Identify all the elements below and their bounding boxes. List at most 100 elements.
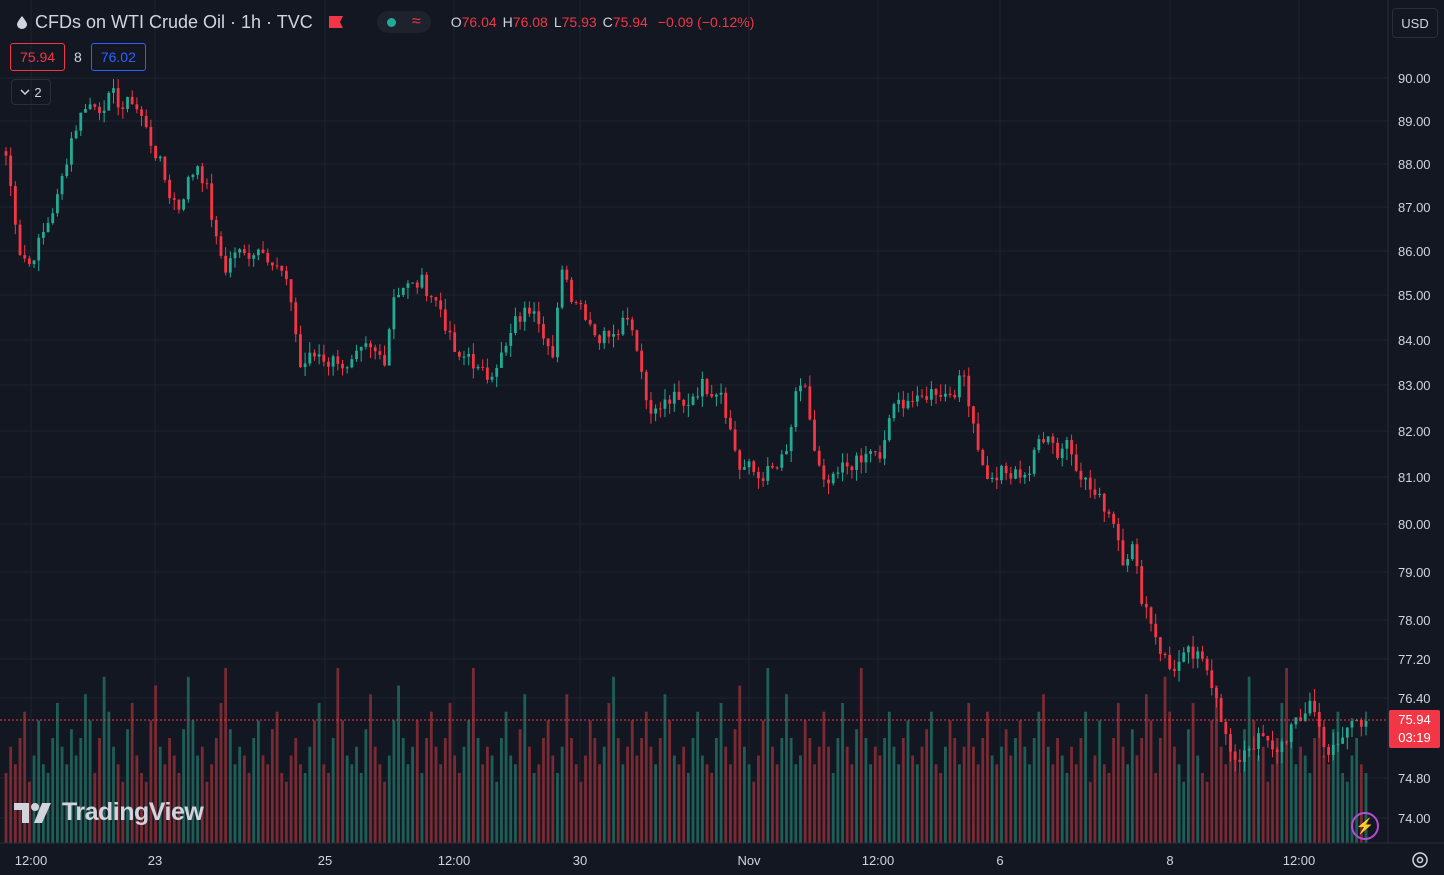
candle-body: [892, 404, 896, 419]
volume-bar: [542, 738, 545, 843]
volume-bar: [1229, 738, 1232, 843]
y-tick-label: 82.00: [1398, 424, 1431, 439]
volume-bar: [1275, 738, 1279, 843]
candle-body: [112, 88, 115, 93]
volume-bar: [462, 746, 466, 843]
volume-bar: [808, 738, 812, 843]
tradingview-logo[interactable]: TradingView: [14, 798, 204, 827]
candle-body: [60, 175, 64, 195]
candle-body: [542, 324, 545, 339]
candle-body: [733, 429, 737, 451]
settings-icon[interactable]: [1410, 850, 1430, 870]
volume-bar: [471, 668, 475, 843]
candle-body: [355, 350, 358, 360]
volume-bar: [186, 676, 190, 843]
volume-bar: [1289, 729, 1293, 843]
indicators-toggle[interactable]: 2: [11, 79, 51, 105]
flag-icon[interactable]: [327, 15, 345, 29]
candle-body: [238, 249, 242, 253]
candle-body: [1243, 750, 1246, 762]
volume-bar: [1154, 773, 1158, 843]
volume-bar: [570, 738, 573, 843]
candle-body: [869, 451, 873, 454]
candle-body: [1210, 670, 1214, 688]
candle-body: [378, 351, 382, 355]
candle-body: [864, 453, 868, 463]
candle-body: [266, 252, 270, 263]
price-axis[interactable]: 90.00 89.00 88.00 87.00 86.00 85.00 84.00 83.00…: [1398, 71, 1431, 826]
candle-body: [434, 297, 438, 301]
volume-bar: [588, 720, 592, 843]
volume-bar: [691, 738, 695, 843]
lightning-icon[interactable]: ⚡: [1351, 812, 1379, 840]
volume-bar: [1023, 746, 1027, 843]
x-tick-label: Nov: [737, 853, 761, 868]
volume-bar: [579, 781, 583, 843]
candle-body: [252, 255, 256, 259]
candle-body: [158, 156, 162, 159]
candle-body: [205, 183, 209, 185]
y-tick-label: 90.00: [1398, 71, 1431, 86]
candle-body: [644, 371, 648, 401]
volume-bar: [1107, 773, 1111, 843]
volume-bar: [574, 764, 578, 843]
candle-body: [439, 300, 443, 310]
volume-bar: [485, 746, 489, 843]
volume-bar: [616, 738, 620, 843]
volume-bar: [429, 711, 433, 843]
candle-body: [873, 451, 877, 453]
market-status-pill[interactable]: ≈: [376, 11, 431, 33]
volume-bar: [299, 764, 302, 843]
volume-bar: [191, 720, 195, 843]
candle-body: [4, 151, 8, 156]
volume-bar: [906, 720, 910, 843]
volume-bar: [341, 720, 344, 843]
candle-body: [677, 391, 681, 400]
last-price-label: 75.94 03:19: [1389, 710, 1440, 748]
volume-bar: [205, 781, 209, 843]
candle-body: [1172, 668, 1176, 671]
volume-bar: [130, 703, 134, 843]
currency-button[interactable]: USD: [1392, 8, 1438, 38]
candle-body: [1196, 651, 1200, 659]
candle-body: [13, 186, 17, 225]
volume-bar: [929, 711, 933, 843]
candle-body: [981, 449, 985, 466]
candle-body: [387, 329, 391, 366]
volume-bar: [1079, 738, 1083, 843]
y-tick-label: 77.20: [1398, 652, 1431, 667]
time-axis[interactable]: 12:00 23 25 12:00 30 Nov 12:00 6 8 12:00: [15, 853, 1316, 868]
volume-bar: [869, 764, 873, 843]
candle-body: [1187, 646, 1190, 653]
buy-button[interactable]: 76.02: [90, 43, 146, 71]
candle-body: [1084, 477, 1087, 480]
candle-body: [799, 385, 802, 392]
sell-button[interactable]: 75.94: [10, 43, 66, 71]
candle-body: [154, 145, 157, 159]
candle-body: [1028, 473, 1031, 475]
candle-body: [743, 467, 746, 470]
volume-bar: [934, 764, 938, 843]
volume-bar: [565, 694, 569, 843]
candle-body: [191, 174, 195, 178]
volume-bar: [378, 764, 382, 843]
candle-body: [803, 385, 807, 387]
candle-body: [256, 249, 260, 256]
candle-body: [1014, 469, 1017, 479]
candle-body: [943, 393, 947, 397]
y-tick-label: 79.00: [1398, 565, 1431, 580]
volume-bar: [1261, 746, 1265, 843]
volume-bar: [775, 764, 779, 843]
symbol-title[interactable]: CFDs on WTI Crude Oil · 1h · TVC: [35, 11, 313, 32]
volume-bar: [1046, 746, 1050, 843]
volume-bar: [51, 738, 55, 843]
volume-bar: [238, 746, 242, 843]
volume-bar: [373, 746, 377, 843]
candle-body: [373, 347, 377, 352]
x-tick-label: 12:00: [1283, 853, 1316, 868]
volume-bar: [116, 764, 120, 843]
candle-body: [140, 109, 143, 116]
volume-bar: [1172, 746, 1176, 843]
last-price-value: 75.94: [1398, 712, 1431, 727]
